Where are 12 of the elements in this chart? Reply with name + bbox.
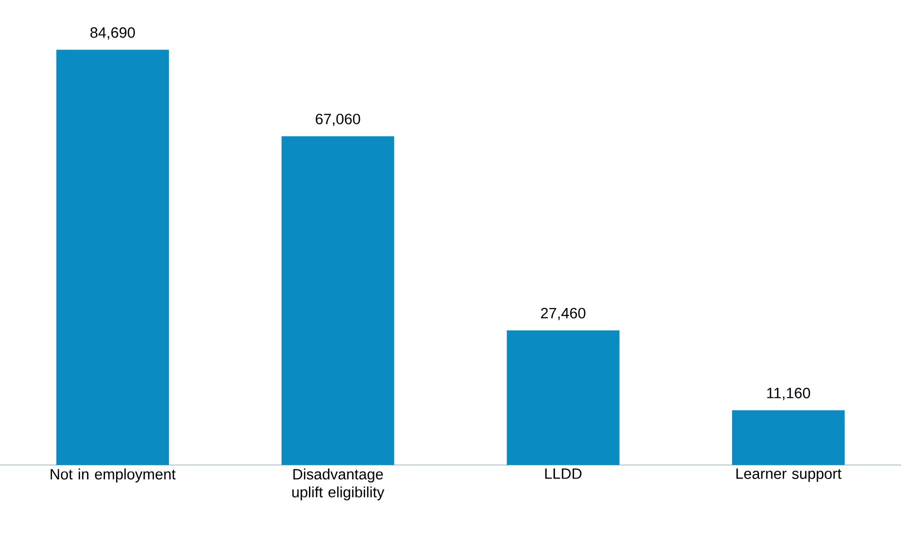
x-tick-label: Disadvantage uplift eligibility [292, 468, 384, 500]
bar [56, 50, 169, 465]
bar [282, 136, 394, 465]
bar [506, 330, 620, 465]
data-label: 84,690 [90, 27, 135, 40]
x-tick-label: Not in employment [50, 468, 176, 482]
x-tick-label: Learner support [736, 468, 842, 482]
x-tick-label: LLDD [545, 468, 582, 479]
data-label: 11,160 [767, 388, 810, 400]
bar [732, 410, 845, 465]
data-label: 27,460 [541, 308, 586, 320]
data-label: 67,060 [316, 114, 360, 126]
